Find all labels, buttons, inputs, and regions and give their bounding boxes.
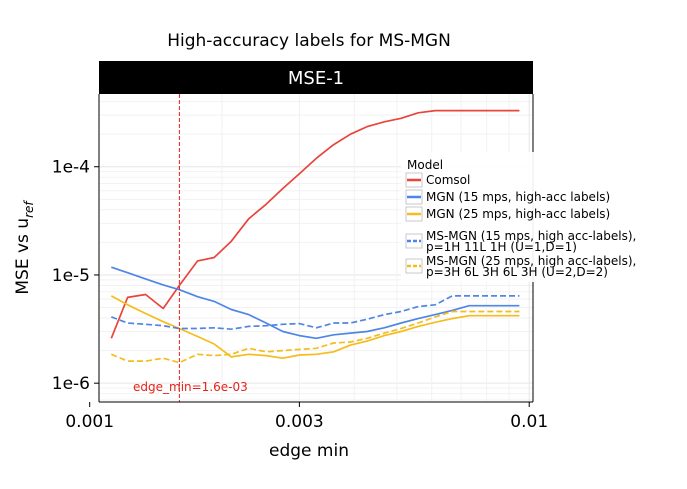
y-axis-label: MSE vs uref [13, 200, 36, 295]
panel-header [99, 61, 533, 94]
y-axis-label-main: MSE vs u [13, 218, 33, 295]
legend-box [401, 152, 639, 282]
panel-title: MSE-1 [288, 68, 344, 89]
chart-title: High-accuracy labels for MS-MGN [167, 31, 451, 51]
legend-entry-label: Comsol [426, 173, 470, 187]
series-line-1 [110, 109, 520, 339]
legend-entry-label: MGN (15 mps, high-acc labels) [426, 190, 610, 204]
y-tick-label: 1e-5 [52, 266, 90, 286]
x-tick-label: 0.01 [510, 412, 548, 432]
series-line-4 [111, 295, 520, 331]
x-tick-label: 0.003 [275, 412, 324, 432]
legend-entry-label: MS-MGN (15 mps, high acc-labels), [426, 229, 636, 243]
legend-entry-label: MS-MGN (25 mps, high acc-labels), [426, 254, 636, 268]
vline-layer: edge_min=1.6e-03 [133, 94, 248, 402]
legend-entry-label: p=1H 11L 1H (U=1,D=1) [426, 240, 577, 254]
y-axis-label-sub: ref [22, 200, 36, 218]
series-line-5 [110, 310, 520, 364]
ticks: 0.001 0.003 0.01 1e-6 1e-5 1e-4 [52, 158, 548, 432]
legend-entry-label: p=3H 6L 3H 6L 3H (U=2,D=2) [426, 265, 608, 279]
edge-min-label: edge_min=1.6e-03 [133, 380, 248, 394]
legend-title: Model [407, 158, 443, 172]
legend-entry-label: MGN (25 mps, high-acc labels) [426, 207, 610, 221]
y-tick-label: 1e-6 [52, 374, 90, 394]
x-axis-label: edge min [269, 441, 349, 461]
y-tick-label: 1e-4 [52, 158, 90, 178]
x-tick-label: 0.001 [65, 412, 114, 432]
